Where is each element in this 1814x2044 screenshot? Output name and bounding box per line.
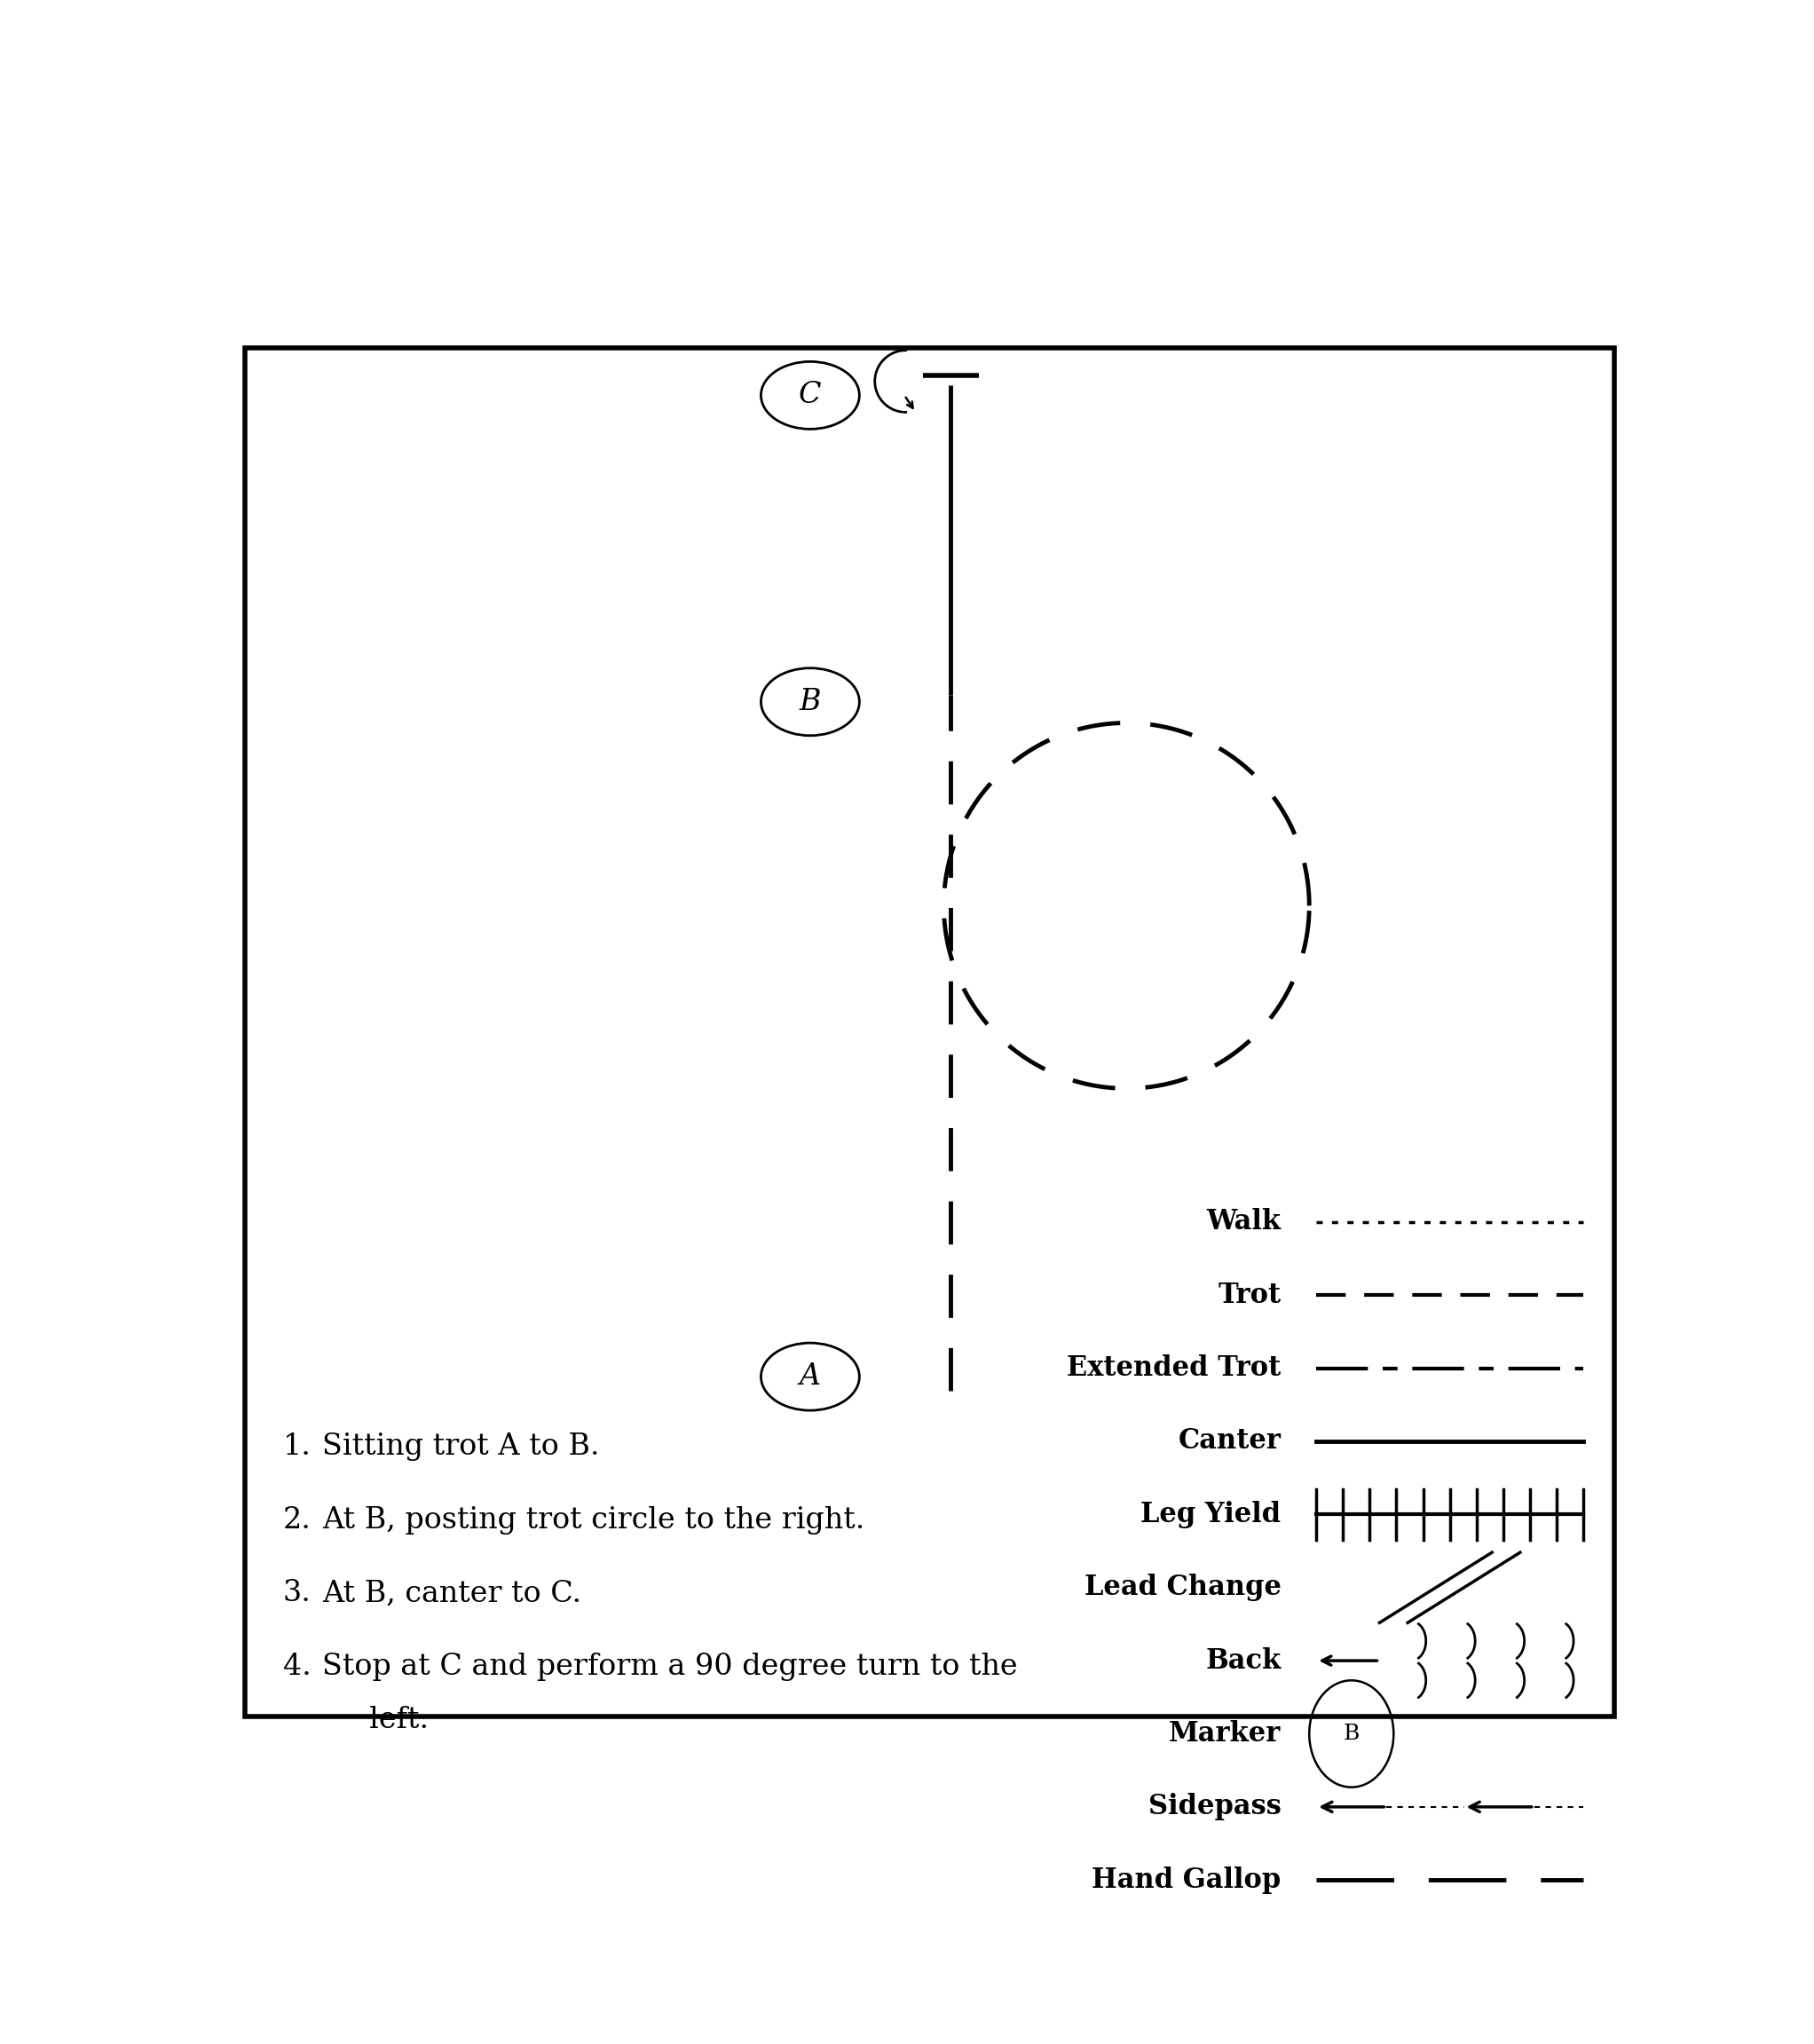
Text: B: B [800,687,822,715]
Text: Leg Yield: Leg Yield [1141,1500,1281,1529]
Text: 3.: 3. [283,1580,312,1607]
Text: B: B [1344,1723,1359,1744]
Text: Sidepass: Sidepass [1148,1793,1281,1821]
Text: 2.: 2. [283,1506,312,1535]
Text: Stop at C and perform a 90 degree turn to the: Stop at C and perform a 90 degree turn t… [323,1652,1018,1680]
Text: 4.: 4. [283,1652,312,1680]
Text: Walk: Walk [1206,1208,1281,1237]
Text: Sitting trot A to B.: Sitting trot A to B. [323,1433,600,1461]
Text: Lead Change: Lead Change [1085,1574,1281,1600]
Text: C: C [798,380,822,409]
Text: At B, canter to C.: At B, canter to C. [323,1580,582,1607]
Text: Back: Back [1206,1647,1281,1674]
Text: Canter: Canter [1177,1427,1281,1455]
Text: A: A [800,1363,822,1390]
Text: At B, posting trot circle to the right.: At B, posting trot circle to the right. [323,1506,865,1535]
Text: 1.: 1. [283,1433,312,1461]
Text: Trot: Trot [1217,1282,1281,1308]
Text: Hand Gallop: Hand Gallop [1092,1866,1281,1893]
Text: Marker: Marker [1168,1721,1281,1748]
Text: Extended Trot: Extended Trot [1067,1355,1281,1382]
Text: left.: left. [323,1705,428,1733]
